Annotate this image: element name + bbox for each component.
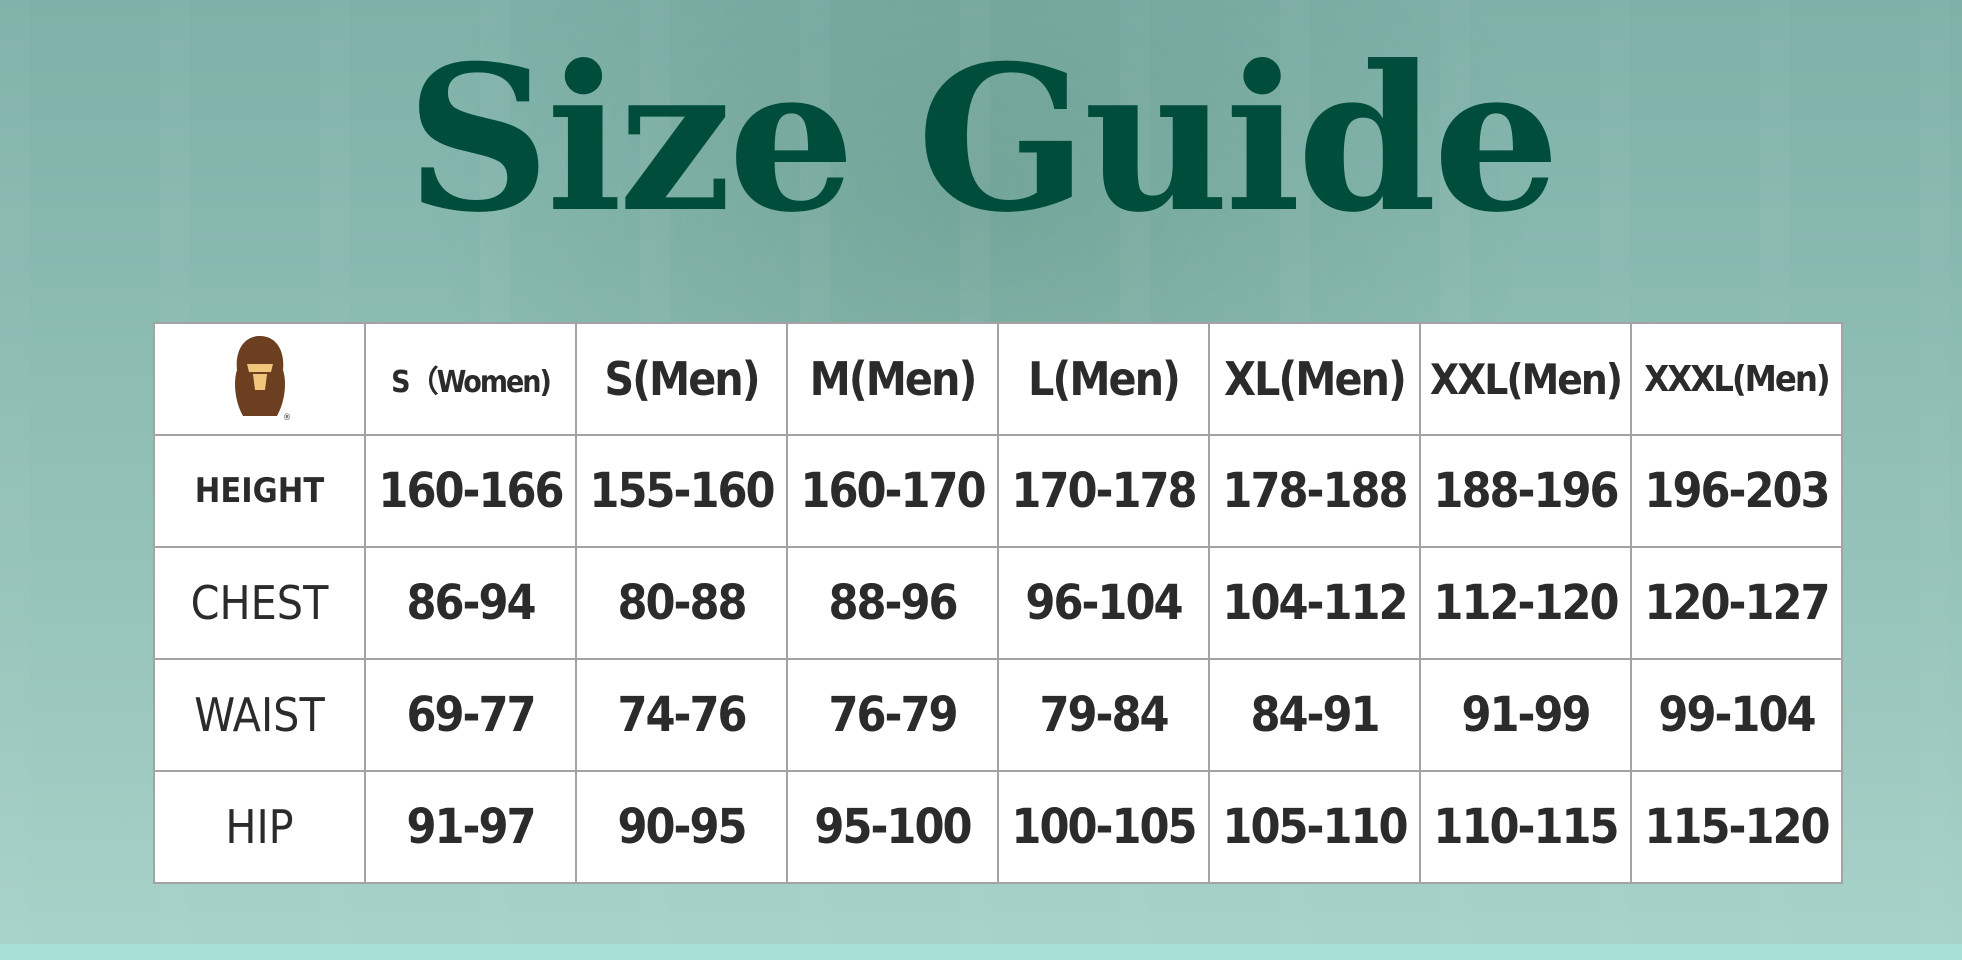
- measurement-value: 115-120: [1630, 770, 1843, 884]
- table-row: WAIST 69-77 74-76 76-79 79-84 84-91 91-99 99-10…: [153, 658, 1843, 772]
- page-title: Size Guide: [405, 22, 1560, 257]
- size-table: ® S（Women) S(Men) M(Men) L(Men) XL(Men) …: [153, 322, 1843, 884]
- measurement-value: 96-104: [997, 546, 1210, 660]
- size-header: S(Men): [575, 322, 788, 436]
- measurement-value: 120-127: [1630, 546, 1843, 660]
- bottom-strip: [0, 944, 1962, 960]
- measurement-value: 100-105: [997, 770, 1210, 884]
- measurement-value: 112-120: [1419, 546, 1632, 660]
- measurement-value: 80-88: [575, 546, 788, 660]
- size-header: M(Men): [786, 322, 999, 436]
- size-header: L(Men): [997, 322, 1210, 436]
- measurement-value: 104-112: [1208, 546, 1421, 660]
- measurement-value: 74-76: [575, 658, 788, 772]
- table-row: HEIGHT 160-166 155-160 160-170 170-178 178-18…: [153, 434, 1843, 548]
- measurement-label: CHEST: [153, 546, 366, 660]
- measurement-value: 170-178: [997, 434, 1210, 548]
- measurement-label: HIP: [153, 770, 366, 884]
- measurement-value: 69-77: [364, 658, 577, 772]
- table-row: CHEST 86-94 80-88 88-96 96-104 104-112 112-120…: [153, 546, 1843, 660]
- measurement-value: 76-79: [786, 658, 999, 772]
- measurement-value: 178-188: [1208, 434, 1421, 548]
- measurement-value: 196-203: [1630, 434, 1843, 548]
- measurement-value: 155-160: [575, 434, 788, 548]
- measurement-value: 188-196: [1419, 434, 1632, 548]
- measurement-value: 110-115: [1419, 770, 1632, 884]
- measurement-value: 91-99: [1419, 658, 1632, 772]
- header-row: ® S（Women) S(Men) M(Men) L(Men) XL(Men) …: [153, 322, 1843, 436]
- measurement-value: 84-91: [1208, 658, 1421, 772]
- size-header: S（Women): [364, 322, 577, 436]
- logo-cell: ®: [153, 322, 366, 436]
- size-header: XXL(Men): [1419, 322, 1632, 436]
- measurement-label: WAIST: [153, 658, 366, 772]
- measurement-value: 160-170: [786, 434, 999, 548]
- measurement-value: 79-84: [997, 658, 1210, 772]
- measurement-value: 88-96: [786, 546, 999, 660]
- measurement-value: 160-166: [364, 434, 577, 548]
- measurement-value: 95-100: [786, 770, 999, 884]
- size-header: XL(Men): [1208, 322, 1421, 436]
- measurement-value: 99-104: [1630, 658, 1843, 772]
- size-header: XXXL(Men): [1630, 322, 1843, 436]
- svg-text:®: ®: [283, 413, 291, 422]
- measurement-value: 86-94: [364, 546, 577, 660]
- bape-ape-head-logo-icon: ®: [234, 336, 291, 423]
- measurement-label: HEIGHT: [153, 434, 366, 548]
- measurement-value: 105-110: [1208, 770, 1421, 884]
- measurement-value: 90-95: [575, 770, 788, 884]
- measurement-value: 91-97: [364, 770, 577, 884]
- table-row: HIP 91-97 90-95 95-100 100-105 105-110 110-115…: [153, 770, 1843, 884]
